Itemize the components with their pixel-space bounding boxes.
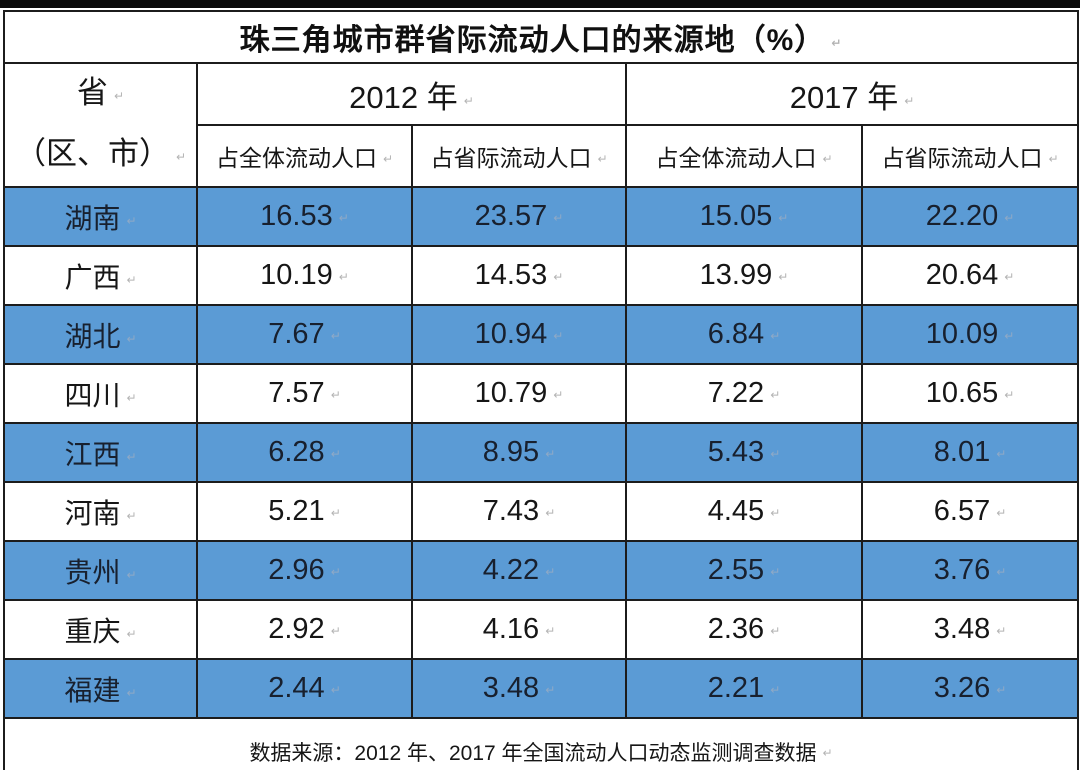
value-cell: 14.53	[411, 245, 627, 306]
province-cell: 重庆	[3, 599, 198, 660]
group-header-2012: 2012 年	[196, 62, 627, 126]
value-cell: 3.48	[411, 658, 627, 719]
group-header-2017: 2017 年	[624, 62, 1080, 126]
group-header-row: 省 （区、市） 2012 年 2017 年	[3, 62, 1080, 188]
table-row-fujian: 福建 2.44 3.48 2.21 3.26	[3, 658, 1080, 719]
col-header-province: 省 （区、市）	[3, 62, 198, 188]
value-cell: 2.55	[625, 540, 863, 601]
table-row-henan: 河南 5.21 7.43 4.45 6.57	[3, 481, 1080, 542]
subheader-2012-total: 占全体流动人口	[196, 124, 413, 188]
value-cell: 13.99	[625, 245, 863, 306]
value-cell: 3.76	[860, 540, 1080, 601]
value-cell: 10.19	[196, 245, 413, 306]
value-cell: 6.84	[625, 304, 863, 365]
value-cell: 16.53	[196, 186, 413, 247]
table-row-jiangxi: 江西 6.28 8.95 5.43 8.01	[3, 422, 1080, 483]
province-cell: 河南	[3, 481, 198, 542]
value-cell: 4.22	[411, 540, 627, 601]
value-cell: 2.96	[196, 540, 413, 601]
province-cell: 福建	[3, 658, 198, 719]
table-row-hunan: 湖南 16.53 23.57 15.05 22.20	[3, 186, 1080, 247]
value-cell: 5.21	[196, 481, 413, 542]
value-cell: 20.64	[860, 245, 1080, 306]
value-cell: 5.43	[625, 422, 863, 483]
value-cell: 22.20	[860, 186, 1080, 247]
top-border-bar	[0, 0, 1080, 8]
value-cell: 2.36	[625, 599, 863, 660]
value-cell: 2.21	[625, 658, 863, 719]
province-cell: 湖北	[3, 304, 198, 365]
value-cell: 2.44	[196, 658, 413, 719]
data-source-note: 数据来源：2012 年、2017 年全国流动人口动态监测调查数据	[2, 717, 1080, 770]
value-cell: 7.43	[411, 481, 627, 542]
value-cell: 10.65	[860, 363, 1080, 424]
value-cell: 8.95	[411, 422, 627, 483]
value-cell: 2.92	[196, 599, 413, 660]
col-header-province-line1: 省	[6, 65, 195, 125]
value-cell: 3.26	[860, 658, 1080, 719]
value-cell: 15.05	[625, 186, 863, 247]
table-row-guizhou: 贵州 2.96 4.22 2.55 3.76	[3, 540, 1080, 601]
table-row-sichuan: 四川 7.57 10.79 7.22 10.65	[3, 363, 1080, 424]
value-cell: 4.45	[625, 481, 863, 542]
col-header-province-line2: （区、市）	[6, 125, 195, 185]
table-row-guangxi: 广西 10.19 14.53 13.99 20.64	[3, 245, 1080, 306]
table-row-chongqing: 重庆 2.92 4.16 2.36 3.48	[3, 599, 1080, 660]
province-cell: 江西	[3, 422, 198, 483]
value-cell: 23.57	[411, 186, 627, 247]
table-row-hubei: 湖北 7.67 10.94 6.84 10.09	[3, 304, 1080, 365]
population-source-table: 珠三角城市群省际流动人口的来源地（%） 省 （区、市） 2012 年 2017 …	[2, 10, 1080, 770]
province-cell: 四川	[3, 363, 198, 424]
value-cell: 10.09	[860, 304, 1080, 365]
value-cell: 10.79	[411, 363, 627, 424]
value-cell: 6.57	[860, 481, 1080, 542]
province-cell: 湖南	[3, 186, 198, 247]
value-cell: 7.57	[196, 363, 413, 424]
title-row: 珠三角城市群省际流动人口的来源地（%）	[2, 10, 1080, 64]
table-title-text: 珠三角城市群省际流动人口的来源地（%）	[240, 24, 843, 57]
table-title: 珠三角城市群省际流动人口的来源地（%）	[2, 10, 1080, 64]
sub-header-row: 占全体流动人口 占省际流动人口 占全体流动人口 占省际流动人口	[4, 124, 1080, 188]
value-cell: 3.48	[860, 599, 1080, 660]
subheader-2017-total: 占全体流动人口	[625, 124, 863, 188]
value-cell: 4.16	[411, 599, 627, 660]
value-cell: 6.28	[196, 422, 413, 483]
value-cell: 8.01	[860, 422, 1080, 483]
value-cell: 10.94	[411, 304, 627, 365]
subheader-2012-interprovincial: 占省际流动人口	[411, 124, 627, 188]
value-cell: 7.22	[625, 363, 863, 424]
province-cell: 贵州	[3, 540, 198, 601]
source-row: 数据来源：2012 年、2017 年全国流动人口动态监测调查数据	[2, 717, 1080, 770]
province-cell: 广西	[3, 245, 198, 306]
subheader-2017-interprovincial: 占省际流动人口	[860, 124, 1080, 188]
value-cell: 7.67	[196, 304, 413, 365]
